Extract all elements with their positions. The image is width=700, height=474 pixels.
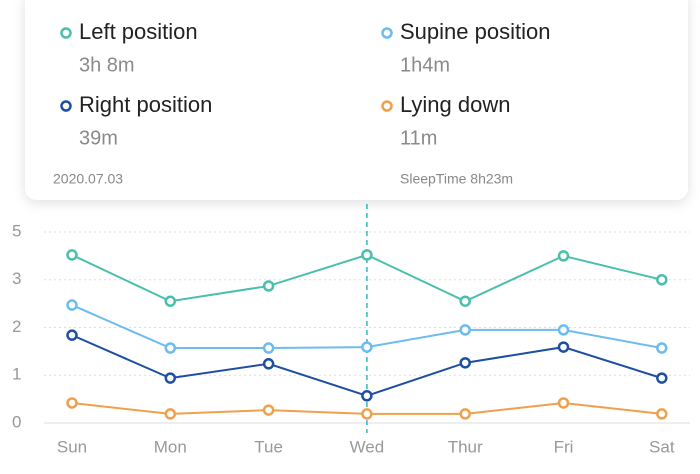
x-tick-label: Sun <box>57 437 87 456</box>
data-point <box>459 408 471 420</box>
data-point <box>164 408 177 420</box>
legend-label: Lying down <box>400 92 510 117</box>
y-tick-label: 3 <box>12 269 21 288</box>
data-point <box>262 342 275 354</box>
x-tick-label: Mon <box>154 437 187 456</box>
data-point <box>66 397 78 409</box>
legend-marker <box>60 27 72 39</box>
data-point <box>459 295 471 307</box>
data-point <box>459 357 471 369</box>
legend-marker <box>381 27 393 39</box>
legend-marker <box>381 100 393 112</box>
tooltip-value: 1h4m <box>400 54 450 76</box>
data-point <box>557 324 570 336</box>
data-point <box>164 342 177 354</box>
legend-label: Left position <box>79 19 198 44</box>
data-point <box>361 408 373 420</box>
data-point <box>459 324 471 336</box>
y-tick-label: 2 <box>12 317 21 336</box>
data-point <box>557 341 570 353</box>
tooltip-card <box>25 0 688 200</box>
tooltip-footer: SleepTime 8h23m <box>400 171 513 187</box>
data-point <box>361 390 373 402</box>
tooltip-value: 11m <box>400 127 437 149</box>
data-point <box>557 397 570 409</box>
data-point <box>557 250 570 262</box>
data-point <box>66 299 78 311</box>
data-point <box>164 372 177 384</box>
x-tick-label: Thur <box>448 437 483 456</box>
legend-marker <box>60 100 72 112</box>
x-tick-label: Tue <box>254 437 283 456</box>
legend-label: Supine position <box>400 19 550 44</box>
data-point <box>66 329 78 341</box>
data-point <box>262 404 275 416</box>
data-point <box>262 358 275 370</box>
y-tick-label: 5 <box>12 221 21 240</box>
data-point <box>656 372 668 384</box>
x-tick-label: Sat <box>649 437 675 456</box>
data-point <box>656 342 668 354</box>
legend-label: Right position <box>79 92 212 117</box>
tooltip: Left position 3h 8m Supine position 1h4m Rig… <box>25 0 688 200</box>
data-point <box>656 408 668 420</box>
x-tick-label: Wed <box>350 437 385 456</box>
tooltip-value: 3h 8m <box>79 54 135 76</box>
tooltip-value: 39m <box>79 127 118 149</box>
data-point <box>262 280 275 292</box>
y-tick-label: 0 <box>12 412 21 431</box>
data-point <box>361 341 373 353</box>
tooltip-date: 2020.07.03 <box>53 171 123 187</box>
data-point <box>66 249 78 261</box>
x-tick-label: Fri <box>554 437 574 456</box>
y-tick-label: 1 <box>12 365 21 384</box>
data-point <box>361 249 373 261</box>
data-point <box>656 274 668 286</box>
data-point <box>164 295 177 307</box>
